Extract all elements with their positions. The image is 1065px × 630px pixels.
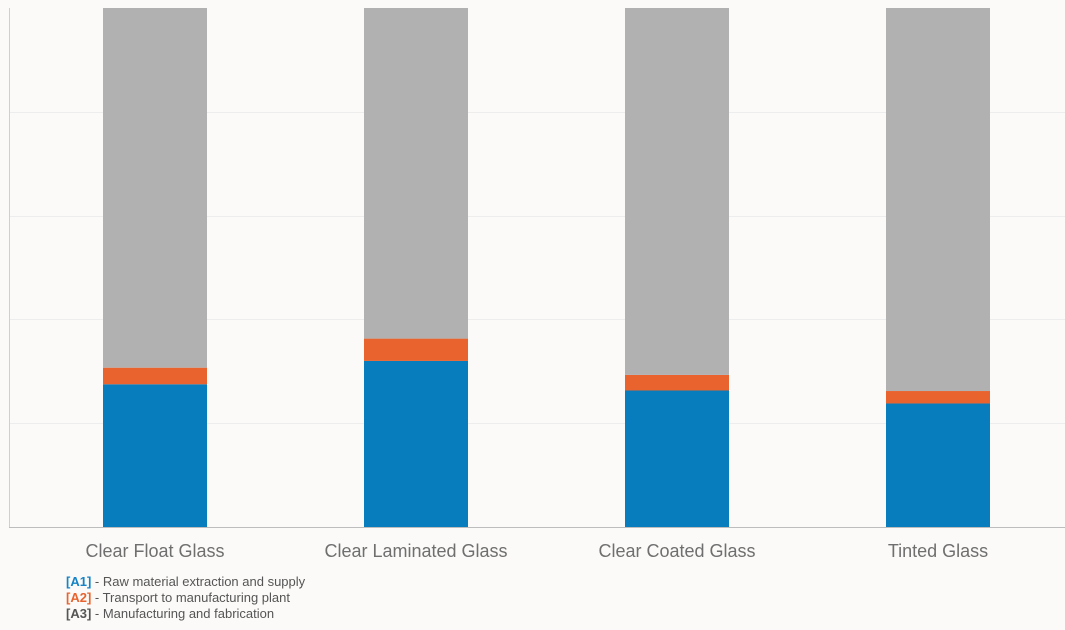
legend: [A1] - Raw material extraction and suppl…	[66, 574, 305, 622]
legend-item-a3: [A3] - Manufacturing and fabrication	[66, 606, 305, 622]
bar-segment-a2-clear-float-glass	[103, 367, 207, 385]
bars	[103, 8, 990, 527]
category-labels: Clear Float Glass Clear Laminated Glass Cl…	[85, 541, 988, 561]
bar-segment-a3-clear-float-glass	[103, 8, 207, 368]
x-tick-label-clear-laminated-glass: Clear Laminated Glass	[324, 541, 507, 561]
x-tick-label-tinted-glass: Tinted Glass	[888, 541, 988, 561]
legend-code-a2: [A2]	[66, 590, 92, 605]
bar-segment-a1-clear-coated-glass	[625, 390, 729, 527]
legend-text-a2: - Transport to manufacturing plant	[91, 590, 290, 605]
axes	[9, 8, 1065, 528]
legend-item-a2: [A2] - Transport to manufacturing plant	[66, 590, 305, 606]
legend-item-a1: [A1] - Raw material extraction and suppl…	[66, 574, 305, 590]
bar-segment-a3-clear-laminated-glass	[364, 8, 468, 339]
legend-code-a1: [A1]	[66, 574, 92, 589]
bar-segment-a3-clear-coated-glass	[625, 8, 729, 375]
bar-segment-a1-clear-float-glass	[103, 384, 207, 527]
x-tick-label-clear-float-glass: Clear Float Glass	[85, 541, 224, 561]
bar-segment-a3-tinted-glass	[886, 8, 990, 392]
legend-text-a3: - Manufacturing and fabrication	[91, 606, 275, 621]
legend-text-a1: - Raw material extraction and supply	[91, 574, 306, 589]
bar-segment-a1-clear-laminated-glass	[364, 360, 468, 527]
bar-segment-a2-tinted-glass	[886, 391, 990, 404]
bar-segment-a1-tinted-glass	[886, 403, 990, 527]
legend-code-a3: [A3]	[66, 606, 92, 621]
x-tick-label-clear-coated-glass: Clear Coated Glass	[598, 541, 755, 561]
bar-segment-a2-clear-laminated-glass	[364, 338, 468, 361]
bar-segment-a2-clear-coated-glass	[625, 374, 729, 391]
